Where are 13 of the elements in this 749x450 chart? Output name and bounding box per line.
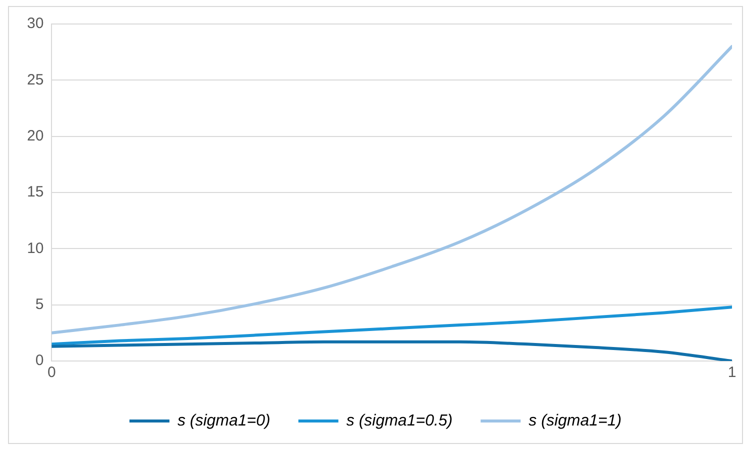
y-tick-label: 30 xyxy=(26,15,44,32)
y-tick-label: 5 xyxy=(35,296,44,313)
y-tick-label: 15 xyxy=(26,184,44,201)
x-tick-label: 1 xyxy=(728,364,736,382)
legend-label: s (sigma1=1) xyxy=(528,412,622,430)
legend-label: s (sigma1=0) xyxy=(177,412,270,430)
y-tick-label: 25 xyxy=(26,71,44,88)
y-tick-label: 0 xyxy=(35,352,44,370)
line-series xyxy=(52,306,732,346)
legend-label: s (sigma1=0.5) xyxy=(346,412,453,430)
y-tick-label: 20 xyxy=(26,127,44,144)
y-tick-label: 10 xyxy=(26,240,44,257)
line-series xyxy=(52,44,732,334)
